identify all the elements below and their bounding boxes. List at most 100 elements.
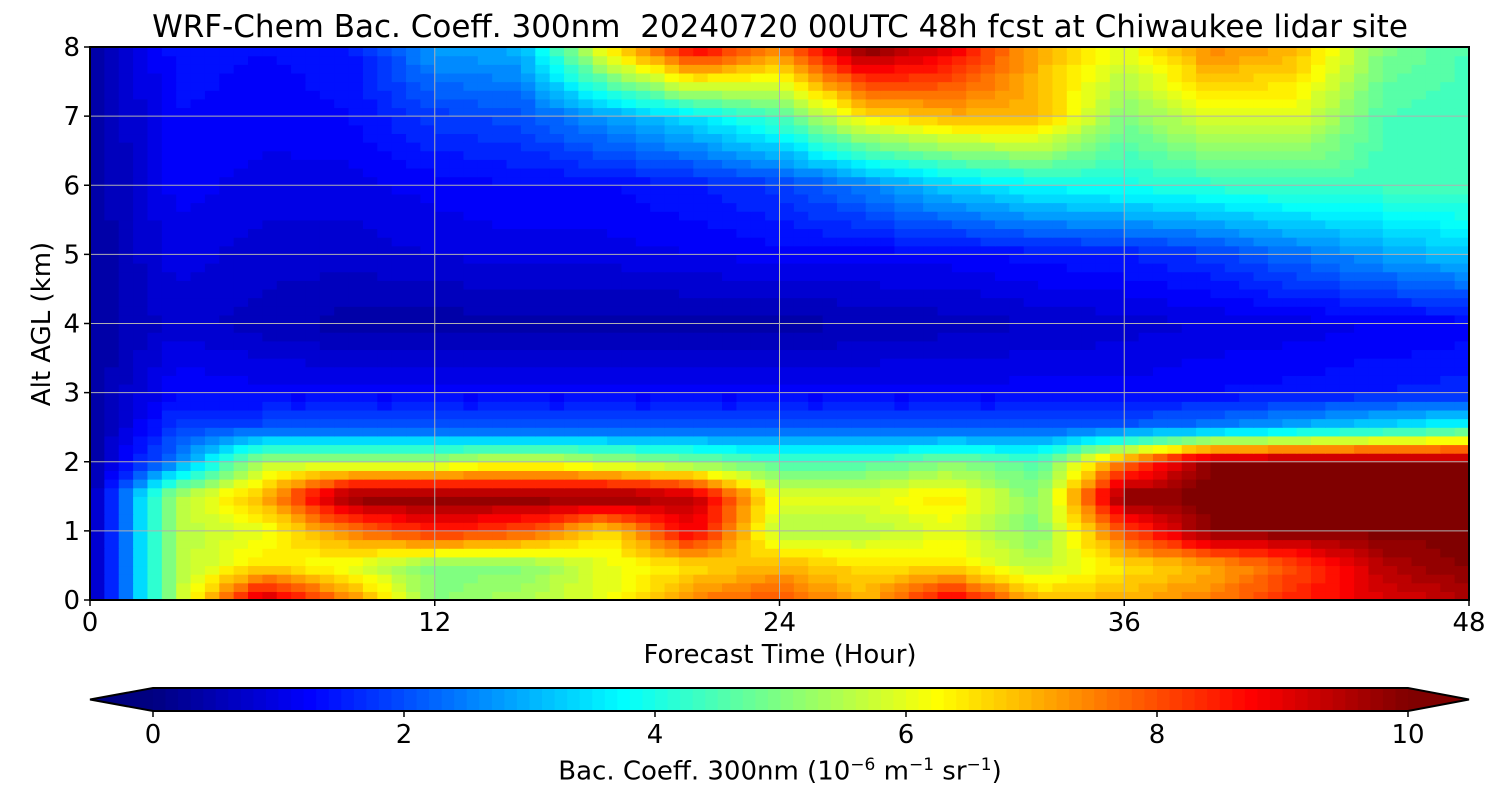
heatmap-cell [1138,349,1154,359]
heatmap-cell [276,470,292,480]
heatmap-cell [492,159,508,169]
heatmap-cell [147,496,163,506]
heatmap-cell [1440,306,1456,316]
heatmap-cell [822,522,838,532]
heatmap-cell [650,167,666,178]
heatmap-cell [1325,176,1341,186]
heatmap-cell [1454,522,1470,532]
heatmap-cell [391,306,407,316]
heatmap-cell [1267,401,1283,411]
heatmap-cell [1296,582,1312,592]
heatmap-cell [305,392,321,402]
heatmap-cell [1454,513,1470,523]
heatmap-cell [90,332,105,342]
heatmap-cell [276,539,292,549]
heatmap-cell [693,427,709,437]
heatmap-cell [549,263,565,273]
heatmap-cell [520,453,536,463]
heatmap-cell [276,548,292,558]
heatmap-cell [923,176,939,186]
heatmap-cell [219,245,235,255]
heatmap-cell [1397,254,1413,264]
heatmap-cell [391,392,407,402]
heatmap-cell [362,323,378,333]
heatmap-cell [362,574,378,584]
heatmap-cell [1282,340,1298,351]
heatmap-cell [434,504,450,515]
heatmap-cell [219,314,235,325]
heatmap-cell [492,565,508,575]
heatmap-cell [736,548,752,558]
heatmap-cell [477,219,493,230]
heatmap-cell [276,211,292,221]
heatmap-cell [664,185,680,195]
heatmap-cell [1066,582,1082,592]
heatmap-cell [635,167,651,178]
heatmap-cell [765,332,781,342]
heatmap-cell [980,202,996,212]
heatmap-cell [865,565,881,575]
heatmap-cell [161,530,177,541]
heatmap-cell [420,185,436,195]
heatmap-cell [1296,185,1312,195]
heatmap-cell [793,332,809,342]
heatmap-cell [851,202,867,212]
heatmap-cell [894,539,910,549]
heatmap-cell [1325,358,1341,368]
heatmap-cell [664,479,680,489]
heatmap-cell [204,444,220,454]
heatmap-cell [1109,167,1125,178]
heatmap-cell [1095,539,1111,549]
heatmap-cell [808,427,824,437]
heatmap-cell [1253,263,1269,273]
heatmap-cell [1095,254,1111,264]
heatmap-cell [348,159,364,169]
heatmap-cell [176,539,192,549]
heatmap-cell [908,366,924,376]
heatmap-cell [564,211,579,221]
heatmap-cell [564,487,579,497]
heatmap-cell [923,435,939,446]
heatmap-cell [966,556,982,567]
heatmap-cell [377,427,393,437]
heatmap-cell [1339,288,1355,299]
heatmap-cell [793,167,809,178]
heatmap-cell [420,504,436,515]
heatmap-cell [923,574,939,584]
heatmap-cell [822,167,838,178]
heatmap-cell [449,332,465,342]
heatmap-cell [635,548,651,558]
heatmap-cell [951,392,967,402]
heatmap-cell [793,349,809,359]
heatmap-cell [1454,453,1470,463]
heatmap-cell [190,427,206,437]
heatmap-cell [319,427,335,437]
heatmap-cell [1052,453,1068,463]
heatmap-cell [1023,306,1039,316]
heatmap-cell [506,504,522,515]
heatmap-cell [1296,297,1312,307]
heatmap-cell [1109,461,1125,471]
heatmap-cell [233,237,249,247]
heatmap-cell [1066,314,1082,325]
heatmap-cell [262,323,278,333]
heatmap-cell [894,392,910,402]
heatmap-cell [305,314,321,325]
heatmap-cell [420,418,436,428]
heatmap-cell [865,582,881,592]
heatmap-cell [377,574,393,584]
heatmap-cell [506,323,522,333]
heatmap-cell [463,556,479,567]
heatmap-cell [693,193,709,204]
heatmap-cell [693,504,709,515]
heatmap-cell [1310,323,1326,333]
heatmap-cell [1181,159,1197,169]
heatmap-cell [449,237,465,247]
heatmap-cell [908,574,924,584]
heatmap-cell [492,245,508,255]
heatmap-cell [578,366,594,376]
heatmap-cell [779,522,795,532]
heatmap-cell [262,383,278,394]
heatmap-cell [1411,513,1427,523]
heatmap-cell [937,280,953,290]
